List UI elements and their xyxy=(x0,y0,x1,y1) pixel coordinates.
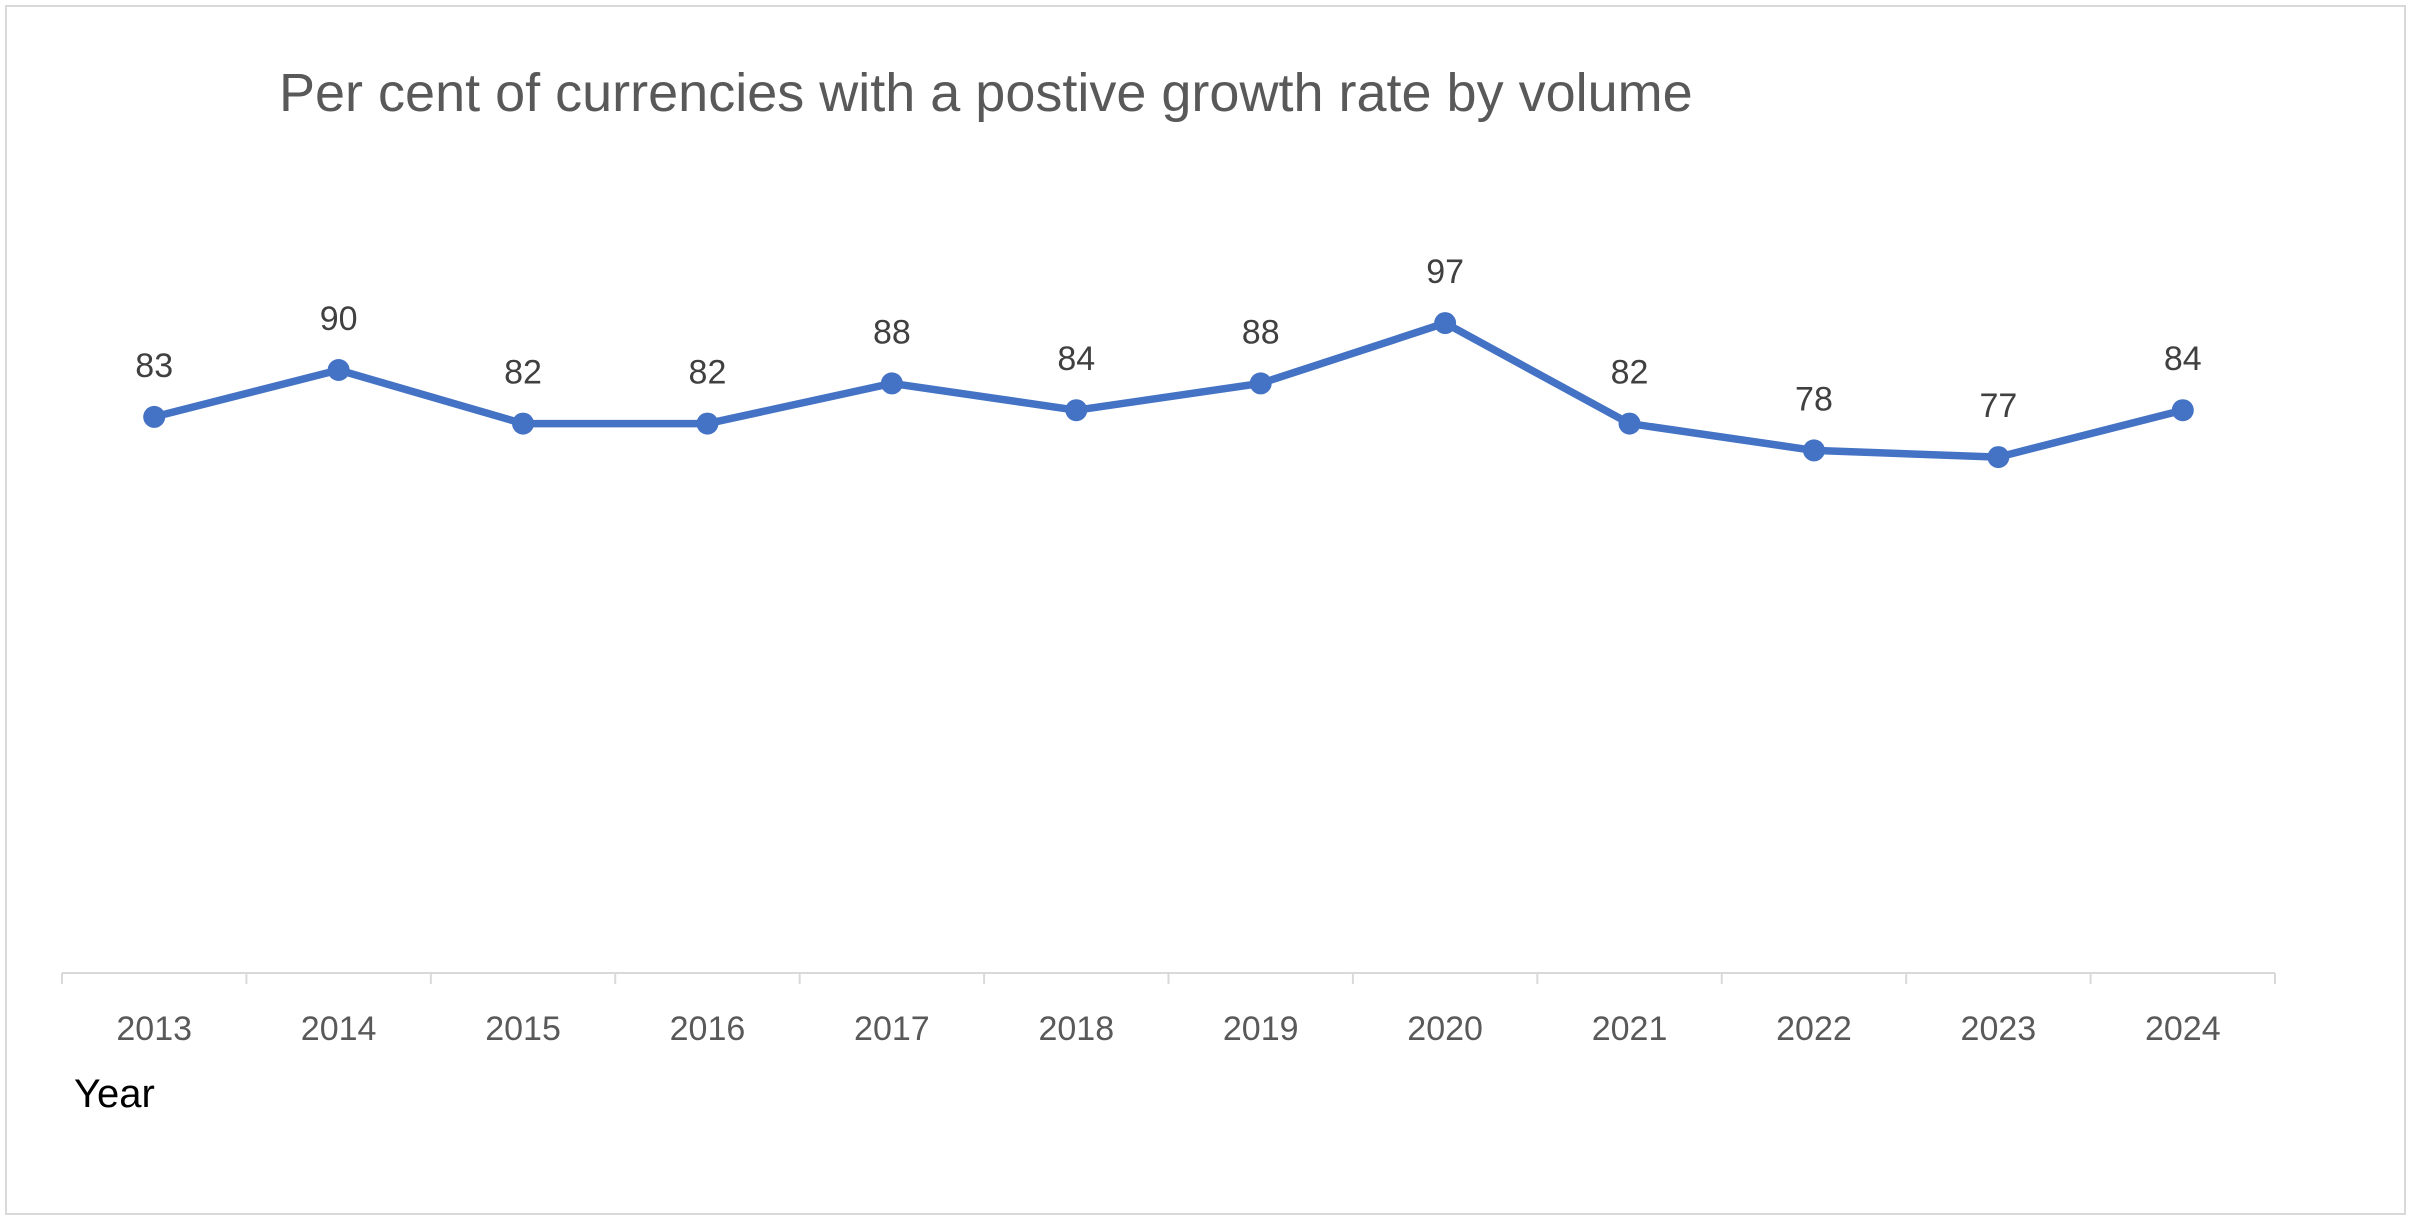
chart-frame xyxy=(5,5,2406,1215)
data-label: 90 xyxy=(320,300,358,338)
x-tick-label: 2022 xyxy=(1776,1010,1852,1048)
data-point xyxy=(696,412,719,435)
x-tick-label: 2016 xyxy=(670,1010,746,1048)
data-point xyxy=(1802,439,1825,462)
data-point xyxy=(2171,399,2194,422)
data-point xyxy=(512,412,535,435)
data-label: 82 xyxy=(689,354,727,392)
data-label: 88 xyxy=(873,313,911,351)
data-label: 84 xyxy=(2164,340,2202,378)
data-point xyxy=(880,372,903,395)
x-tick-label: 2017 xyxy=(854,1010,930,1048)
data-point xyxy=(1249,372,1272,395)
data-point xyxy=(327,359,350,381)
chart-title: Per cent of currencies with a postive gr… xyxy=(279,63,1693,123)
data-point xyxy=(1618,412,1641,435)
x-tick-label: 2021 xyxy=(1592,1010,1668,1048)
x-tick-label: 2013 xyxy=(116,1010,192,1048)
series-line xyxy=(153,319,2184,461)
x-tick-label: 2019 xyxy=(1223,1010,1299,1048)
data-point xyxy=(1065,399,1088,422)
data-label: 83 xyxy=(135,347,173,385)
data-point xyxy=(1434,312,1457,335)
data-label: 82 xyxy=(504,354,542,392)
x-tick-label: 2018 xyxy=(1038,1010,1114,1048)
data-label: 78 xyxy=(1795,380,1833,418)
data-label: 77 xyxy=(1979,387,2017,425)
x-axis-title: Year xyxy=(74,1072,155,1116)
x-tick-label: 2024 xyxy=(2145,1010,2221,1048)
x-tick-label: 2015 xyxy=(485,1010,561,1048)
x-tick-label: 2020 xyxy=(1407,1010,1483,1048)
data-point xyxy=(143,405,166,428)
data-label: 88 xyxy=(1242,313,1280,351)
data-point xyxy=(1987,446,2010,469)
data-label: 84 xyxy=(1057,340,1095,378)
data-label: 97 xyxy=(1426,253,1464,291)
x-tick-label: 2014 xyxy=(301,1010,377,1048)
x-tick-label: 2023 xyxy=(1961,1010,2037,1048)
data-label: 82 xyxy=(1611,354,1649,392)
